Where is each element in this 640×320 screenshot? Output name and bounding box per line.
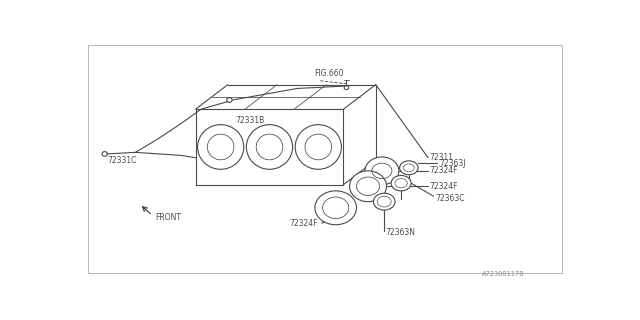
- Ellipse shape: [365, 157, 399, 185]
- Text: 72363J: 72363J: [439, 159, 465, 168]
- Ellipse shape: [295, 124, 341, 169]
- Text: FRONT: FRONT: [156, 213, 182, 222]
- Text: 72363C: 72363C: [435, 194, 465, 203]
- Text: 72311: 72311: [429, 153, 454, 162]
- Ellipse shape: [399, 161, 418, 175]
- Ellipse shape: [373, 193, 395, 210]
- Text: FIG.660: FIG.660: [314, 69, 344, 78]
- Text: 72324F: 72324F: [429, 166, 458, 175]
- Text: 72331B: 72331B: [236, 116, 265, 124]
- Ellipse shape: [349, 171, 387, 202]
- Ellipse shape: [246, 124, 292, 169]
- Text: 72324F: 72324F: [429, 182, 458, 191]
- Text: 72363N: 72363N: [386, 228, 416, 237]
- Text: 72324F: 72324F: [289, 219, 318, 228]
- Ellipse shape: [315, 191, 356, 225]
- Ellipse shape: [198, 124, 244, 169]
- Ellipse shape: [391, 175, 411, 191]
- Text: 72331C: 72331C: [108, 156, 137, 164]
- Text: A723001178: A723001178: [482, 271, 524, 277]
